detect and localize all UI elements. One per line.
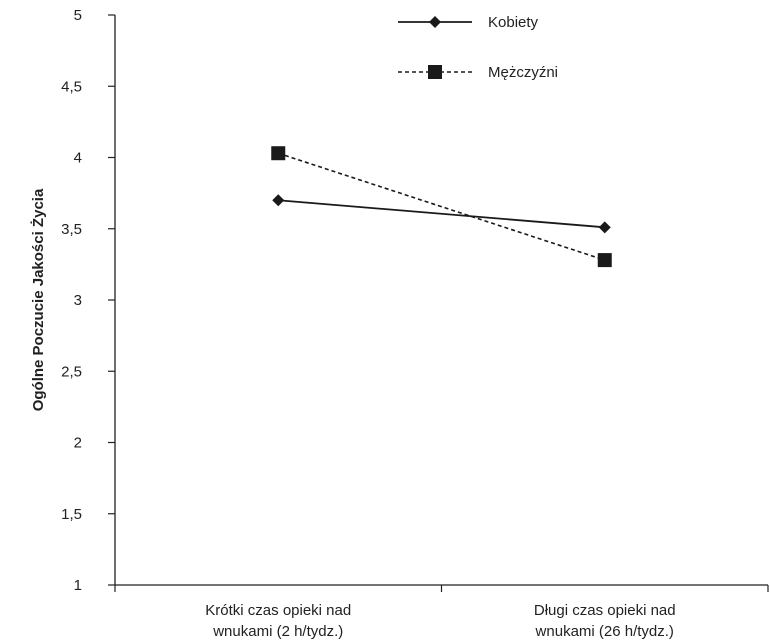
series-line-mezczyzni [278,152,605,261]
data-point-kobiety [272,194,285,207]
legend-marker-mezczyzni [428,65,442,79]
legend-marker-kobiety [429,16,441,28]
data-point-kobiety [598,221,611,234]
legend-label-mezczyzni: Mężczyźni [488,64,558,81]
y-tick-label: 3,5 [61,221,82,238]
series-line-kobiety [278,199,605,229]
y-tick-label: 1 [74,577,82,594]
data-point-mezczyzni [271,146,286,161]
x-category-label: wnukami (2 h/tydz.) [212,623,343,640]
y-tick-label: 5 [74,7,82,24]
y-tick-label: 3 [74,292,82,309]
legend: Kobiety Mężczyźni [398,14,558,81]
y-axis-label: Ogólne Poczucie Jakości Życia [30,188,47,411]
x-category-label: Krótki czas opieki nad [205,602,351,619]
data-point-mezczyzni [597,253,612,268]
y-ticks: 1 1,5 2 2,5 3 3,5 4 4,5 5 [61,7,115,594]
y-tick-label: 4 [74,150,82,167]
x-category-label: wnukami (26 h/tydz.) [535,623,674,640]
y-tick-label: 2,5 [61,363,82,380]
y-tick-label: 1,5 [61,506,82,523]
y-tick-label: 4,5 [61,78,82,95]
legend-label-kobiety: Kobiety [488,14,539,31]
y-tick-label: 2 [74,435,82,452]
series-layer [271,146,612,268]
axes [114,15,768,586]
x-categories: Krótki czas opieki nad wnukami (2 h/tydz.… [114,585,769,640]
x-category-label: Długi czas opieki nad [534,602,676,619]
